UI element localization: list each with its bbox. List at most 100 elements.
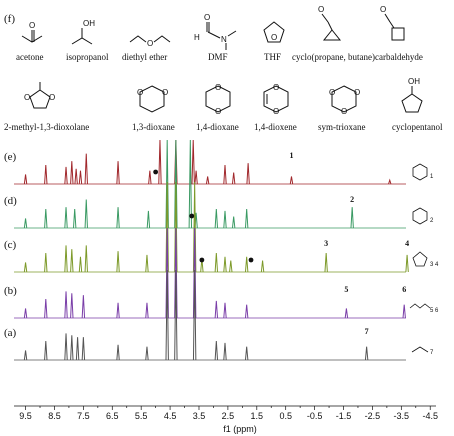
spectrum-peak [81, 295, 86, 319]
spectrum-peak [364, 346, 369, 361]
dmf-structure: O H N [194, 13, 237, 50]
molecule-subscript: 3 4 [430, 262, 439, 268]
spectrum-peak [64, 291, 68, 319]
svg-text:O: O [162, 88, 168, 97]
compound-label-dioxane-14: 1,4-dioxane [196, 122, 239, 132]
spectrum-peak [194, 170, 198, 185]
x-tick-label: 6.5 [106, 411, 119, 421]
spectrum-peak [75, 337, 80, 361]
spectrum-peak [324, 252, 328, 273]
diethyl-ether-icon [409, 303, 431, 309]
spectrum-peak [78, 256, 83, 273]
peak-annotation: 1 [289, 151, 293, 160]
spectrum-peak [145, 346, 149, 361]
dioxane-14-structure: O O [205, 83, 231, 116]
spectrum-peak [165, 139, 169, 229]
spectrum-a: (a) 7 7 [4, 269, 434, 361]
x-tick-label: -4.5 [422, 411, 438, 421]
spectrum-peak [223, 342, 227, 361]
svg-text:O: O [215, 83, 221, 92]
spectrum-peak [116, 207, 120, 229]
spectrum-peak [70, 335, 74, 361]
diethyl-ether-structure: O [129, 35, 171, 48]
compound-label-thf: THF [264, 52, 281, 62]
x-tick-label: -1.5 [336, 411, 352, 421]
x-tick-label: 0.5 [279, 411, 292, 421]
spectrum-peak [146, 210, 151, 229]
svg-text:O: O [380, 5, 386, 14]
isopropanol-structure: OH [71, 19, 95, 45]
spectrum-peak [44, 340, 48, 361]
spectrum-peak [188, 139, 193, 229]
svg-text:O: O [273, 83, 279, 92]
spectrum-peak [192, 269, 197, 361]
methyl-dioxolane-structure: O O [24, 82, 55, 109]
peak-annotation: 5 [344, 285, 348, 294]
panel-label: (b) [4, 285, 17, 297]
spectrum-peak [23, 262, 28, 273]
peak-annotation: 7 [365, 327, 369, 336]
compound-label-dioxene: 1,4-dioxene [254, 122, 297, 132]
spectrum-peak [174, 269, 178, 361]
dioxene-structure: O O [263, 83, 289, 116]
trioxane-structure: O O O [329, 85, 360, 116]
spectrum-b: (b) 5 6 5 6 [4, 227, 439, 319]
spectrum-peak [229, 260, 233, 273]
compound-label-acetone: acetone [16, 52, 43, 62]
compound-label-dioxane-13: 1,3-dioxane [132, 122, 175, 132]
x-axis: 9.5 8.5 7.5 6.5 5.5 4.5 3.5 2.5 1.5 0.5 -0.5 -1.5 -2… [14, 405, 438, 421]
x-tick-label: 8.5 [48, 411, 61, 421]
x-tick-label: 1.5 [251, 411, 264, 421]
spectrum-peak [78, 170, 83, 185]
spectrum-peak [44, 164, 48, 185]
svg-text:O: O [271, 33, 277, 42]
acetone-structure: O [21, 21, 43, 43]
thf-structure: O [263, 21, 285, 43]
dioxane-14-icon [412, 207, 428, 225]
svg-text:O: O [341, 107, 347, 116]
spectrum-peak [174, 227, 178, 319]
spectrum-peak [70, 293, 74, 319]
svg-text:O: O [204, 13, 210, 22]
compound-label-methyl-dioxolane: 2-methyl-1,3-dioxolane [4, 122, 89, 132]
svg-text:O: O [329, 88, 335, 97]
x-tick-label: 4.5 [164, 411, 177, 421]
peak-annotation: 3 [324, 239, 328, 248]
spectrum-peak [70, 161, 74, 185]
spectrum-peak [223, 256, 227, 273]
acetone-icon [411, 346, 429, 353]
spectrum-peak [84, 245, 88, 273]
spectrum-peak [74, 168, 78, 185]
spectrum-peak [244, 346, 249, 361]
peak-annotation: 2 [350, 195, 354, 204]
panel-label: (e) [4, 151, 17, 163]
spectrum-peak [44, 208, 48, 229]
x-tick-label: -3.5 [394, 411, 410, 421]
spectrum-peak [148, 170, 152, 185]
spectrum-peak [214, 300, 219, 319]
spectrum-peak [64, 245, 68, 273]
spectrum-peak [231, 216, 236, 229]
spectrum-peak [192, 227, 197, 319]
svg-text:O: O [137, 88, 143, 97]
spectrum-peak [165, 227, 169, 319]
marker-dot [199, 257, 205, 263]
spectrum-peak [116, 302, 120, 319]
spectrum-peak [23, 350, 28, 361]
spectrum-peak [223, 210, 227, 229]
marker-dot [248, 257, 254, 263]
spectrum-peak [405, 254, 409, 273]
spectrum-c: (c) 3 4 3 4 [4, 181, 439, 273]
panel-label: (a) [4, 327, 17, 339]
x-tick-label: 5.5 [135, 411, 148, 421]
svg-text:N: N [221, 35, 227, 44]
panel-label: (c) [4, 239, 17, 251]
svg-text:OH: OH [83, 19, 95, 28]
spectrum-peak [191, 139, 195, 185]
spectrum-peak [165, 269, 169, 361]
spectrum-peak [44, 298, 48, 319]
spectrum-peak [344, 308, 349, 319]
x-tick-label: 7.5 [77, 411, 90, 421]
svg-text:O: O [273, 107, 279, 116]
